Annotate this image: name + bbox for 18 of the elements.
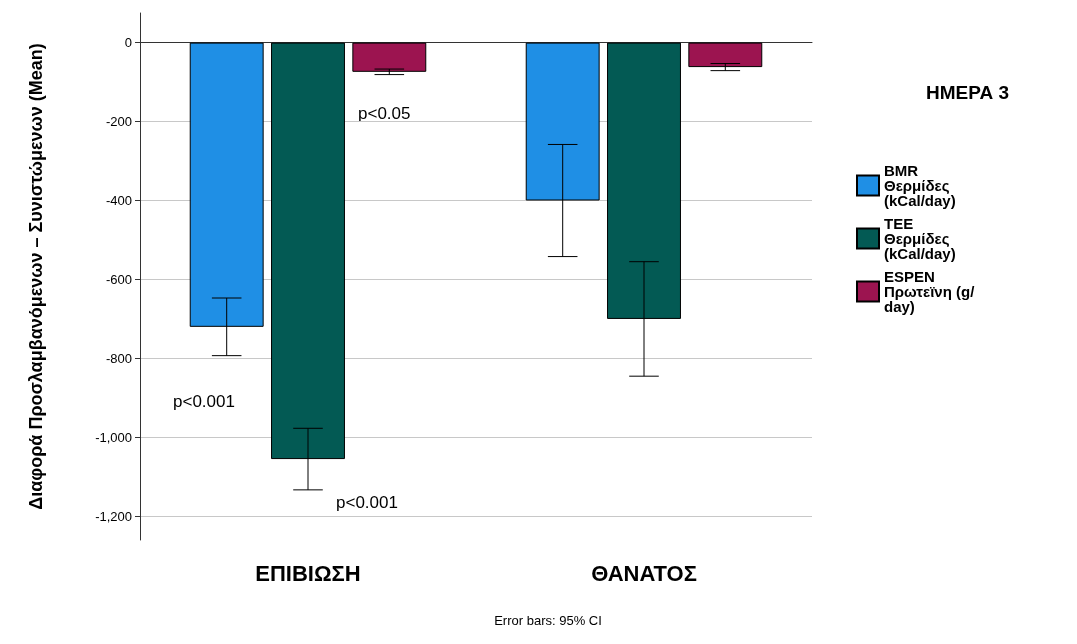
y-tick-label: -1,000 (95, 429, 132, 445)
y-tick-label: -600 (105, 271, 132, 287)
annotation: p<0.05 (358, 104, 411, 123)
legend-label: BMR Θερμίδες (kCal/day) (884, 162, 956, 209)
legend-title: ΗΜΕΡΑ 3 (925, 82, 1010, 103)
y-tick-label: -1,200 (95, 508, 132, 524)
legend-label: TEE Θερμίδες (kCal/day) (884, 215, 956, 262)
x-tick-label: ΘΑΝΑΤΟΣ (591, 560, 697, 586)
y-tick-label: -800 (105, 350, 132, 366)
legend-label: ESPEN Πρωτεϊνη (g/day) (884, 268, 976, 315)
y-tick-label: 0 (124, 35, 132, 51)
annotation: p<0.001 (173, 392, 235, 411)
annotation: p<0.001 (336, 493, 398, 512)
x-tick-label: ΕΠΙΒΙΩΣΗ (255, 560, 361, 586)
y-tick-label: -400 (105, 193, 132, 209)
text: Error bars: 95% CI (494, 613, 602, 628)
y-axis-title: Διαφορά Προσλαμβανόμενων – Συνιστώμενων (Mean) (26, 43, 46, 510)
y-tick-label: -200 (105, 114, 132, 130)
